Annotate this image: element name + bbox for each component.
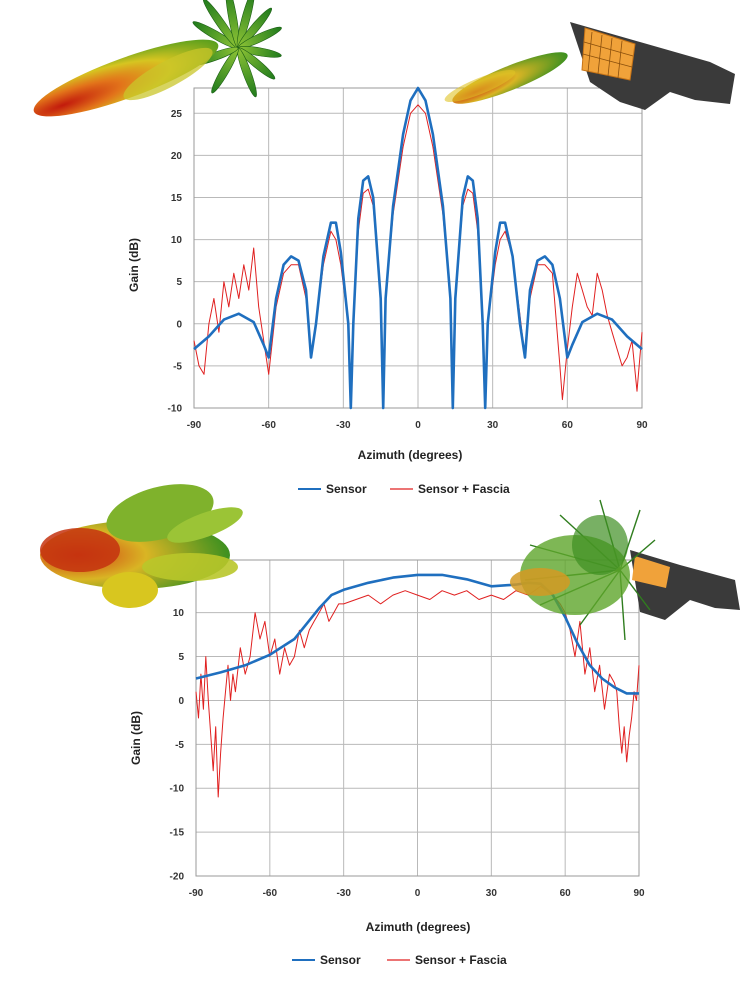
- chart-1-series: [193, 86, 643, 410]
- chart-1-legend: Sensor Sensor + Fascia: [298, 482, 510, 496]
- chart-2-x-tick-label: 90: [633, 888, 645, 899]
- chart-2-x-tick-label: -90: [189, 888, 204, 899]
- chart-1: -10 -5 0 5 10 15 20 25 -90 -60 -30 0 30 60 90 Gain (d…: [33, 0, 735, 496]
- chart-2-y-axis-label: Gain (dB): [129, 711, 143, 765]
- chart-2-y-tick-label: -15: [170, 828, 185, 839]
- fascia-pattern-3d-icon: [444, 22, 735, 110]
- chart-1-y-tick-label: 25: [171, 109, 183, 120]
- chart-2-sensor-line: [195, 573, 639, 695]
- chart-2-y-tick-label: -10: [170, 784, 185, 795]
- chart-1-x-tick-label: 90: [636, 420, 648, 431]
- chart-1-x-axis-label: Azimuth (degrees): [358, 448, 463, 462]
- chart-2-y-tick-label: -20: [170, 872, 185, 883]
- chart-2-y-tick-labels: -20 -15 -10 -5 0 5 10: [170, 608, 185, 882]
- wide-pattern-3d-icon: [40, 484, 243, 608]
- fascia-wide-pattern-3d-icon: [510, 499, 740, 641]
- chart-1-legend-fascia-label: Sensor + Fascia: [418, 482, 510, 496]
- chart-2-y-tick-label: 10: [173, 608, 185, 619]
- chart-1-x-tick-label: -60: [261, 420, 276, 431]
- chart-1-y-tick-label: 5: [176, 277, 182, 288]
- chart-2-plot-area: [195, 559, 640, 877]
- chart-1-x-tick-label: -30: [336, 420, 351, 431]
- chart-2-y-tick-label: 5: [178, 652, 184, 663]
- chart-2-legend: Sensor Sensor + Fascia: [292, 953, 507, 967]
- chart-2-x-axis-label: Azimuth (degrees): [366, 920, 471, 934]
- chart-1-y-tick-label: 15: [171, 193, 183, 204]
- chart-1-x-tick-label: 0: [415, 420, 421, 431]
- chart-2-x-tick-label: -30: [336, 888, 351, 899]
- chart-1-y-axis-label: Gain (dB): [127, 238, 141, 292]
- chart-1-x-tick-label: -90: [187, 420, 202, 431]
- chart-1-x-tick-label: 60: [562, 420, 574, 431]
- chart-1-y-tick-label: 10: [171, 235, 183, 246]
- chart-2-series: [195, 573, 640, 798]
- chart-1-y-tick-label: 20: [171, 151, 183, 162]
- chart-2: -20 -15 -10 -5 0 5 10 -90 -60 -30 0 30 60 90 Gain (d…: [40, 484, 740, 967]
- chart-1-x-tick-label: 30: [487, 420, 499, 431]
- chart-1-y-tick-label: 0: [176, 319, 182, 330]
- chart-1-y-tick-labels: -10 -5 0 5 10 15 20 25: [168, 109, 183, 415]
- chart-1-y-tick-label: -10: [168, 404, 183, 415]
- chart-2-x-tick-label: -60: [263, 888, 278, 899]
- chart-2-y-tick-label: -5: [175, 740, 184, 751]
- chart-1-sensor-fascia-line: [193, 104, 643, 409]
- chart-2-x-tick-label: 30: [486, 888, 498, 899]
- chart-2-legend-sensor-label: Sensor: [320, 953, 361, 967]
- chart-2-legend-fascia-label: Sensor + Fascia: [415, 953, 507, 967]
- chart-2-x-tick-labels: -90 -60 -30 0 30 60 90: [189, 888, 645, 899]
- chart-2-x-tick-label: 0: [415, 888, 421, 899]
- antenna-pattern-3d-icon: [33, 0, 282, 117]
- chart-1-x-tick-labels: -90 -60 -30 0 30 60 90: [187, 420, 648, 431]
- chart-1-sensor-line: [193, 86, 643, 410]
- chart-1-grid: [193, 88, 643, 409]
- chart-1-legend-sensor-label: Sensor: [326, 482, 367, 496]
- chart-1-y-tick-label: -5: [173, 361, 182, 372]
- chart-2-y-tick-label: 0: [178, 696, 184, 707]
- chart-2-x-tick-label: 60: [560, 888, 572, 899]
